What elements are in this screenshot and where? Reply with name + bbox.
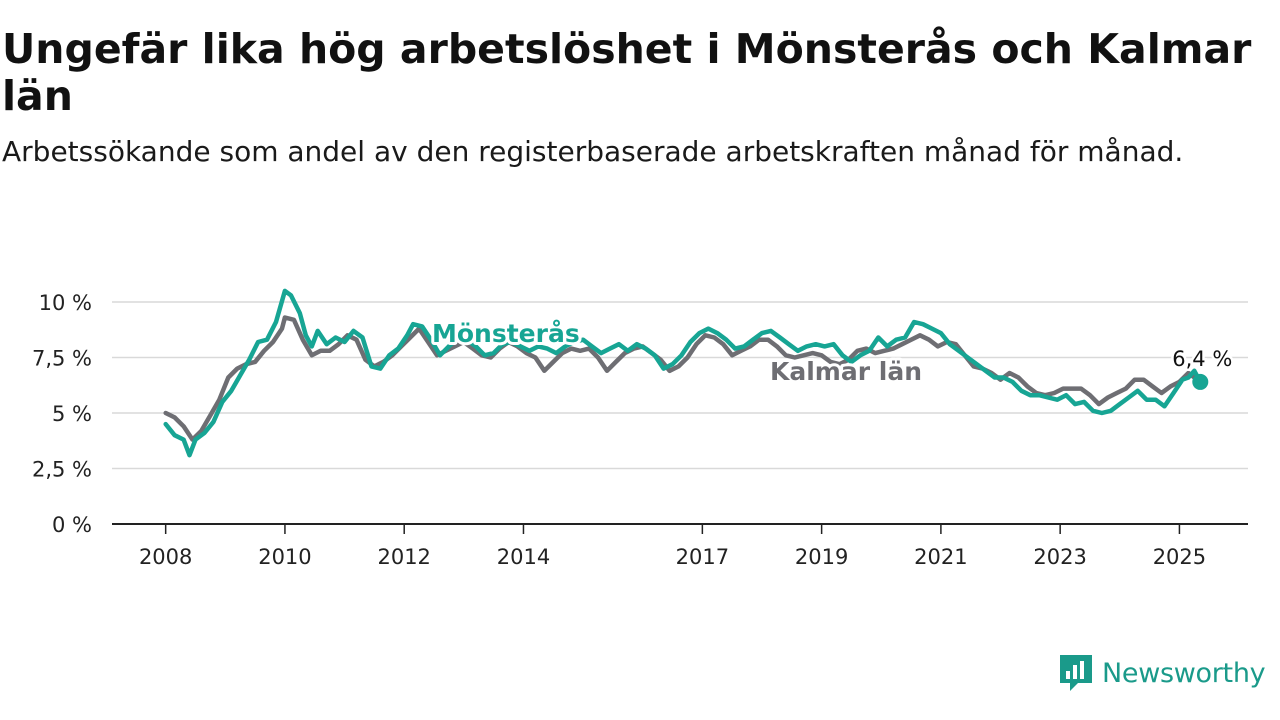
x-tick-label: 2012 [377, 545, 430, 569]
x-tick-label: 2023 [1033, 545, 1086, 569]
y-axis-ticks: 0 % 2,5 % 5 % 7,5 % 10 % [32, 291, 92, 537]
x-tick-label: 2025 [1153, 545, 1206, 569]
end-value-label: 6,4 % [1172, 347, 1232, 371]
y-tick-label: 0 % [52, 513, 92, 537]
x-tick-label: 2017 [676, 545, 729, 569]
series-line-kalmar-l-n [163, 315, 1197, 442]
y-tick-label: 2,5 % [32, 458, 92, 482]
newsworthy-logo-icon [1060, 655, 1092, 691]
x-tick-label: 2019 [795, 545, 848, 569]
series-label-kalmar: Kalmar län [770, 357, 922, 386]
y-tick-label: 7,5 % [32, 347, 92, 371]
brand-logo: Newsworthy [1058, 652, 1266, 694]
x-tick-label: 2008 [139, 545, 192, 569]
grid-lines [112, 301, 1248, 525]
x-tick-label: 2021 [914, 545, 967, 569]
x-tick-label: 2014 [497, 545, 550, 569]
series-lines [163, 288, 1203, 458]
page-subtitle: Arbetssökande som andel av den registerb… [2, 135, 1184, 168]
y-tick-label: 10 % [39, 291, 92, 315]
y-tick-label: 5 % [52, 402, 92, 426]
series-labels: Kalmar län Mönsterås 6,4 % [429, 316, 1235, 390]
brand-name: Newsworthy [1102, 657, 1266, 689]
series-label-monsteras: Mönsterås [432, 319, 580, 348]
x-axis-ticks: 2008 2010 2012 2014 2017 2019 2021 2023 2025 [139, 524, 1206, 569]
end-point-marker [1192, 373, 1209, 390]
line-chart: 0 % 2,5 % 5 % 7,5 % 10 % 2008 2010 2012 2014 201… [32, 288, 1248, 569]
series-line-m-nster-s [163, 288, 1203, 458]
x-tick-label: 2010 [258, 545, 311, 569]
page-title: Ungefär lika hög arbetslöshet i Mönsterå… [2, 25, 1252, 120]
